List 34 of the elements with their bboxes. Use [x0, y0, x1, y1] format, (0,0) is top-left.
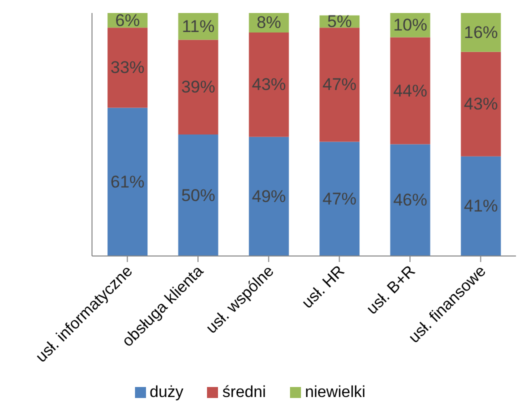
data-label: 5% [327, 12, 352, 32]
data-label: 47% [322, 75, 357, 94]
data-label: 39% [181, 78, 216, 97]
data-label: 43% [252, 75, 286, 94]
bar [460, 52, 501, 156]
data-label: 6% [115, 10, 140, 30]
data-label: 33% [110, 58, 145, 78]
data-label: 50% [181, 186, 216, 205]
bar [178, 134, 218, 256]
data-label: 43% [464, 94, 498, 114]
bar [390, 37, 430, 144]
legend-label: niewielki [304, 384, 366, 401]
bar [248, 32, 289, 137]
bar [248, 136, 289, 256]
data-label: 11% [182, 16, 215, 36]
data-label: 49% [252, 186, 286, 206]
bar [320, 142, 360, 256]
bar [320, 28, 360, 142]
data-label: 46% [393, 190, 428, 210]
bar [108, 108, 148, 256]
legend-label: średni [222, 384, 266, 401]
bar [108, 28, 148, 108]
bar [390, 144, 430, 256]
bar [460, 156, 501, 256]
data-label: 41% [464, 196, 498, 216]
data-label: 47% [322, 189, 357, 208]
legend-label: duży [150, 384, 184, 401]
data-label: 61% [110, 172, 145, 192]
data-label: 8% [256, 13, 282, 32]
bar [178, 40, 218, 134]
data-label: 44% [393, 81, 428, 100]
data-label: 16% [464, 22, 498, 42]
x-tick-label: usł. HR [299, 262, 348, 312]
data-label: 10% [393, 16, 428, 35]
